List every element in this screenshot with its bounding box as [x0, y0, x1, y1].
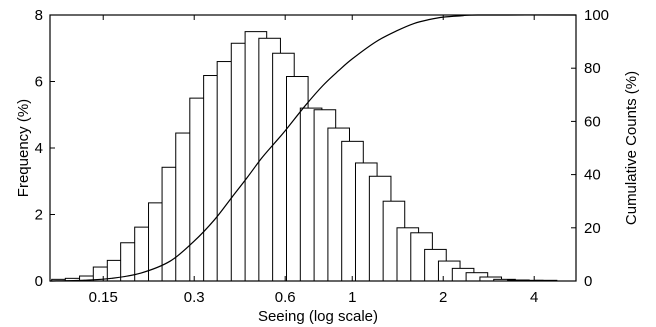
x-tick-label: 2	[439, 289, 447, 306]
y-right-tick-label: 100	[584, 7, 609, 24]
y-left-tick-label: 6	[35, 74, 43, 91]
x-tick-label: 0.3	[184, 289, 205, 306]
cumulative-curve	[49, 14, 577, 282]
y-right-tick-label: 0	[584, 273, 592, 290]
cumulative-curve-layer	[49, 14, 577, 282]
y-right-tick-label: 80	[584, 60, 601, 77]
y-right-tick-label: 20	[584, 220, 601, 237]
y-right-tick-label: 60	[584, 113, 601, 130]
x-axis-label: Seeing (log scale)	[258, 308, 378, 325]
y-left-tick-label: 2	[35, 207, 43, 224]
y-left-tick-label: 0	[35, 273, 43, 290]
bars-layer	[51, 31, 558, 282]
y-left-tick-label: 8	[35, 7, 43, 24]
x-tick-label: 1	[348, 289, 356, 306]
y-left-tick-label: 4	[35, 140, 43, 157]
x-tick-label: 0.6	[275, 289, 296, 306]
y-axis-left-label: Frequency (%)	[15, 99, 32, 197]
y-axis-right-label: Cumulative Counts (%)	[623, 71, 640, 225]
x-tick-label: 0.15	[89, 289, 118, 306]
x-tick-label: 4	[530, 289, 538, 306]
y-right-tick-label: 40	[584, 167, 601, 184]
